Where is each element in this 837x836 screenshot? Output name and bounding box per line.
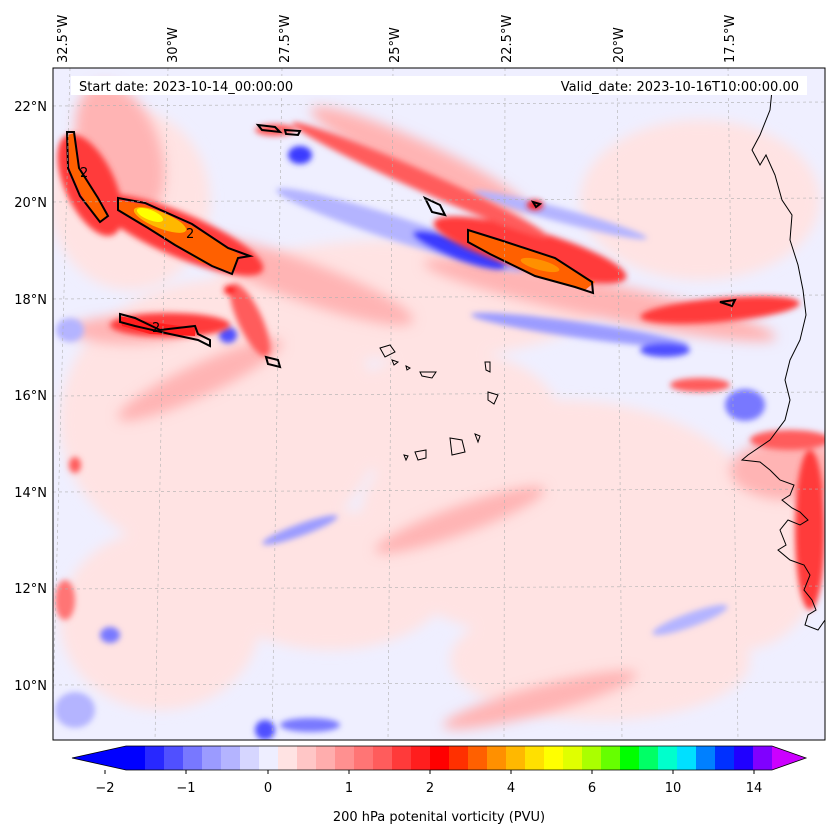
lat-label: 12°N bbox=[14, 582, 47, 597]
colorbar-cell bbox=[183, 746, 203, 770]
colorbar-outline bbox=[71, 745, 808, 771]
map-frame bbox=[52, 67, 826, 741]
lat-label: 20°N bbox=[14, 196, 47, 211]
colorbar-tick-label: 2 bbox=[426, 781, 434, 796]
colorbar-cell bbox=[506, 746, 526, 770]
colorbar-cell bbox=[620, 746, 640, 770]
colorbar-cell bbox=[658, 746, 678, 770]
colorbar-tick-label: 0 bbox=[264, 781, 272, 796]
colorbar-cell bbox=[202, 746, 222, 770]
colorbar-cell bbox=[316, 746, 336, 770]
colorbar-cell bbox=[411, 746, 431, 770]
start-date-label: Start date: 2023-10-14_00:00:00 bbox=[79, 80, 293, 95]
contour-label-1: 2 bbox=[80, 166, 88, 181]
lon-label: 22.5°W bbox=[500, 15, 515, 63]
contour-label-3: 2 bbox=[152, 321, 160, 336]
colorbar-cell bbox=[392, 746, 412, 770]
colorbar-cell bbox=[259, 746, 279, 770]
graticule bbox=[53, 68, 825, 740]
lon-label: 27.5°W bbox=[278, 15, 293, 63]
colorbar-cell bbox=[487, 746, 507, 770]
colorbar-tick-label: 14 bbox=[746, 781, 763, 796]
lat-label: 16°N bbox=[14, 389, 47, 404]
contour-label-2: 2 bbox=[186, 227, 194, 242]
pv-2-contours bbox=[65, 123, 737, 369]
colorbar-over-arrow bbox=[772, 746, 806, 770]
colorbar-cell bbox=[449, 746, 469, 770]
lon-label: 20°W bbox=[612, 27, 627, 63]
colorbar-cell bbox=[145, 746, 165, 770]
colorbar-cell bbox=[297, 746, 317, 770]
colorbar-tick-label: 4 bbox=[507, 781, 515, 796]
colorbar-cell bbox=[734, 746, 754, 770]
lon-label: 32.5°W bbox=[56, 15, 71, 63]
lon-label: 25°W bbox=[388, 27, 403, 63]
colorbar-cell bbox=[221, 746, 241, 770]
lat-label: 22°N bbox=[14, 100, 47, 115]
colorbar-cell bbox=[240, 746, 260, 770]
colorbar-cell bbox=[335, 746, 355, 770]
colorbar-cell bbox=[164, 746, 184, 770]
colorbar-tick-labels: −2 −1 0 1 2 4 6 10 14 bbox=[95, 781, 762, 796]
colorbar-tick-label: 1 bbox=[345, 781, 353, 796]
lon-label: 30°W bbox=[166, 27, 181, 63]
colorbar-label: 200 hPa potenital vorticity (PVU) bbox=[333, 810, 545, 825]
colorbar-cells bbox=[126, 746, 773, 770]
colorbar-tick-label: −1 bbox=[176, 781, 195, 796]
colorbar-cell bbox=[582, 746, 602, 770]
longitude-labels: 32.5°W 30°W 27.5°W 25°W 22.5°W 20°W 17.5… bbox=[56, 15, 738, 63]
colorbar-cell bbox=[430, 746, 450, 770]
colorbar-cell bbox=[373, 746, 393, 770]
pv-field-negative bbox=[55, 146, 765, 740]
valid-date-label: Valid_date: 2023-10-16T10:00:00.00 bbox=[561, 80, 799, 95]
colorbar-cell bbox=[278, 746, 298, 770]
header-box bbox=[71, 76, 807, 95]
colorbar: −2 −1 0 1 2 4 6 10 14 200 hPa potenital … bbox=[71, 745, 808, 825]
colorbar-under-arrow bbox=[72, 746, 126, 770]
colorbar-cell bbox=[468, 746, 488, 770]
colorbar-tick-label: −2 bbox=[95, 781, 114, 796]
islands bbox=[379, 344, 499, 462]
lat-label: 14°N bbox=[14, 486, 47, 501]
colorbar-ticks bbox=[104, 770, 755, 774]
colorbar-cell bbox=[753, 746, 773, 770]
lat-label: 10°N bbox=[14, 679, 47, 694]
colorbar-cell bbox=[639, 746, 659, 770]
colorbar-cell bbox=[354, 746, 374, 770]
colorbar-cell bbox=[563, 746, 583, 770]
coastline bbox=[740, 79, 825, 631]
lat-label: 18°N bbox=[14, 293, 47, 308]
colorbar-cell bbox=[696, 746, 716, 770]
map-panel: 2 2 2 bbox=[53, 68, 825, 740]
colorbar-cell bbox=[601, 746, 621, 770]
colorbar-cell bbox=[677, 746, 697, 770]
colorbar-tick-label: 6 bbox=[588, 781, 596, 796]
latitude-labels: 22°N 20°N 18°N 16°N 14°N 12°N 10°N bbox=[14, 100, 47, 694]
colorbar-cell bbox=[126, 746, 146, 770]
lon-label: 17.5°W bbox=[723, 15, 738, 63]
colorbar-cell bbox=[715, 746, 735, 770]
colorbar-tick-label: 10 bbox=[665, 781, 682, 796]
colorbar-cell bbox=[544, 746, 564, 770]
colorbar-cell bbox=[525, 746, 545, 770]
